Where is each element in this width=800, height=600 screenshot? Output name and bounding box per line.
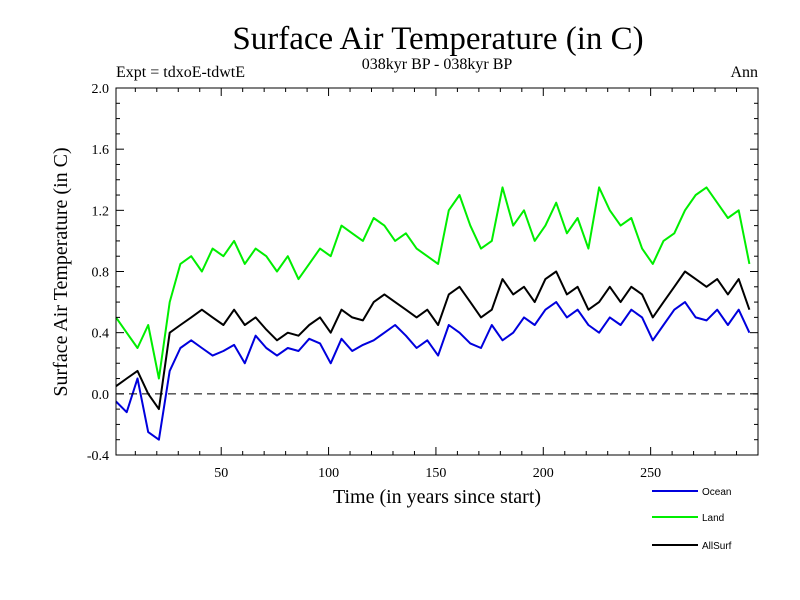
x-tick-label: 150: [425, 466, 446, 481]
x-axis-ticks: 50 100 150 200 250: [134, 88, 738, 481]
chart-title: Surface Air Temperature (in C): [232, 21, 643, 57]
experiment-label: Expt = tdxoE-tdwtE: [116, 64, 245, 81]
y-tick-label: 2.0: [92, 82, 110, 97]
x-tick-label: 50: [214, 466, 228, 481]
y-tick-label: 1.6: [92, 143, 110, 158]
legend-label-ocean: Ocean: [702, 487, 731, 498]
season-label: Ann: [730, 64, 758, 81]
chart-subtitle: 038kyr BP - 038kyr BP: [362, 56, 513, 73]
y-tick-label: 0.8: [92, 266, 110, 281]
x-tick-label: 100: [318, 466, 339, 481]
x-tick-label: 200: [533, 466, 554, 481]
series-line-ocean: [115, 301, 751, 441]
legend: Ocean Land AllSurf: [652, 487, 732, 552]
x-axis-label: Time (in years since start): [333, 486, 541, 508]
y-axis-ticks: -0.4 0.0 0.4 0.8 1.2 1.6 2.0: [87, 82, 758, 464]
y-tick-label: 0.4: [92, 327, 110, 342]
plot-frame: [115, 87, 759, 456]
y-tick-label: 1.2: [92, 204, 110, 219]
series-line-land: [115, 186, 751, 380]
x-tick-label: 250: [640, 466, 661, 481]
series-line-allsurf: [115, 270, 751, 411]
y-tick-label: -0.4: [87, 449, 109, 464]
y-tick-label: 0.0: [92, 388, 110, 403]
legend-label-land: Land: [702, 513, 724, 524]
legend-label-allsurf: AllSurf: [702, 541, 732, 552]
plot-series: [115, 186, 751, 441]
y-axis-label: Surface Air Temperature (in C): [50, 147, 72, 396]
